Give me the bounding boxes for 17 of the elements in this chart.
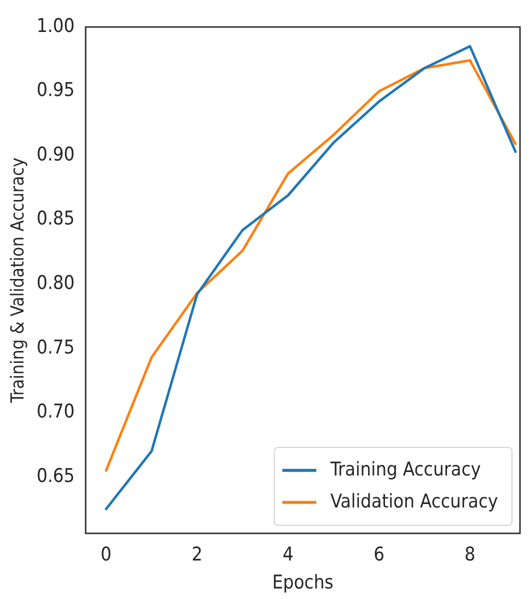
- y-tick-label: 0.95: [36, 79, 75, 102]
- x-tick-label: 2: [192, 544, 203, 566]
- y-tick-label: 0.65: [36, 464, 75, 487]
- y-axis-title: Training & Validation Accuracy: [7, 157, 28, 404]
- legend-label: Validation Accuracy: [330, 490, 498, 512]
- x-tick-label: 0: [100, 544, 112, 566]
- x-tick-label: 8: [464, 544, 476, 566]
- y-tick-label: 0.85: [36, 208, 75, 230]
- x-tick-label: 4: [282, 544, 294, 566]
- y-tick-label: 1.00: [36, 14, 75, 37]
- x-axis-title: Epochs: [272, 572, 334, 594]
- legend-label: Training Accuracy: [329, 458, 481, 480]
- y-tick-label: 0.70: [36, 400, 75, 423]
- y-tick-label: 0.90: [36, 143, 75, 166]
- x-tick-label: 6: [374, 544, 384, 566]
- y-tick-label: 0.75: [36, 336, 75, 358]
- y-tick-label: 0.80: [36, 272, 75, 294]
